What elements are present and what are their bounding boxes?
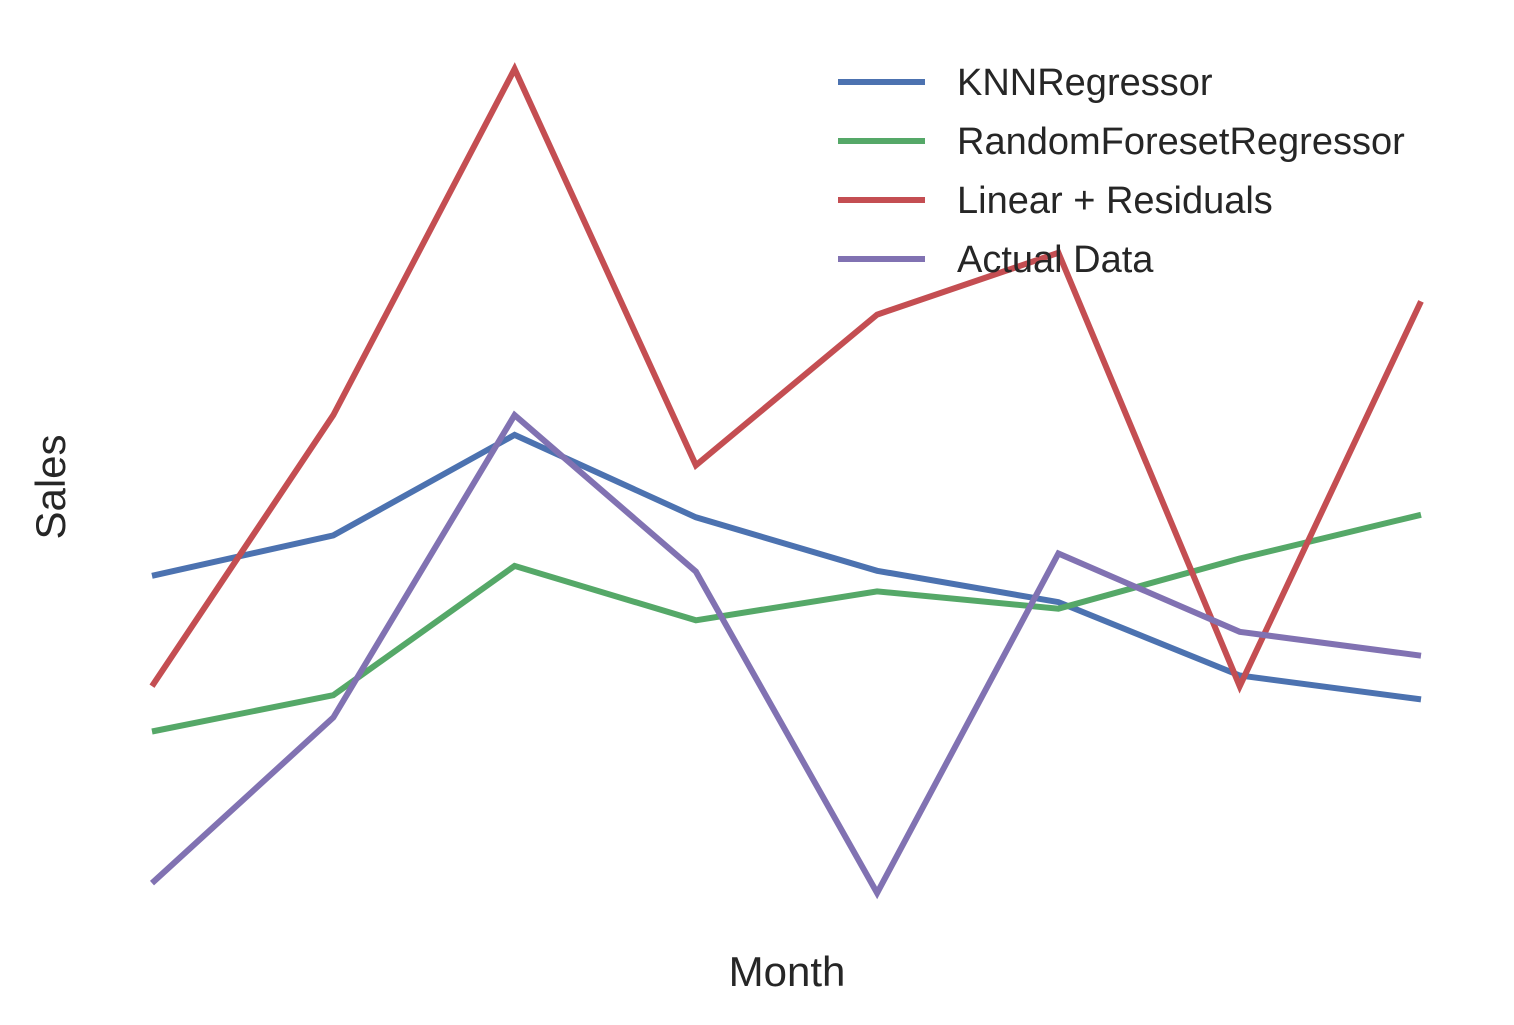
legend-label-linear-residuals: Linear + Residuals (957, 180, 1273, 222)
series-lines (149, 62, 1424, 900)
series-line-actual-data (149, 410, 1422, 900)
series-line-linear-residuals (149, 62, 1424, 694)
legend-label-randomforesetregressor: RandomForesetRegressor (957, 121, 1405, 163)
series-line-knnregressor (151, 431, 1422, 703)
legend: KNNRegressor RandomForesetRegressor Linear… (838, 62, 1405, 281)
x-axis-label: Month (729, 948, 846, 995)
legend-label-knnregressor: KNNRegressor (957, 62, 1213, 104)
y-axis-label: Sales (27, 434, 74, 539)
legend-label-actual-data: Actual Data (957, 239, 1154, 281)
series-line-randomforesetregressor (151, 511, 1422, 735)
